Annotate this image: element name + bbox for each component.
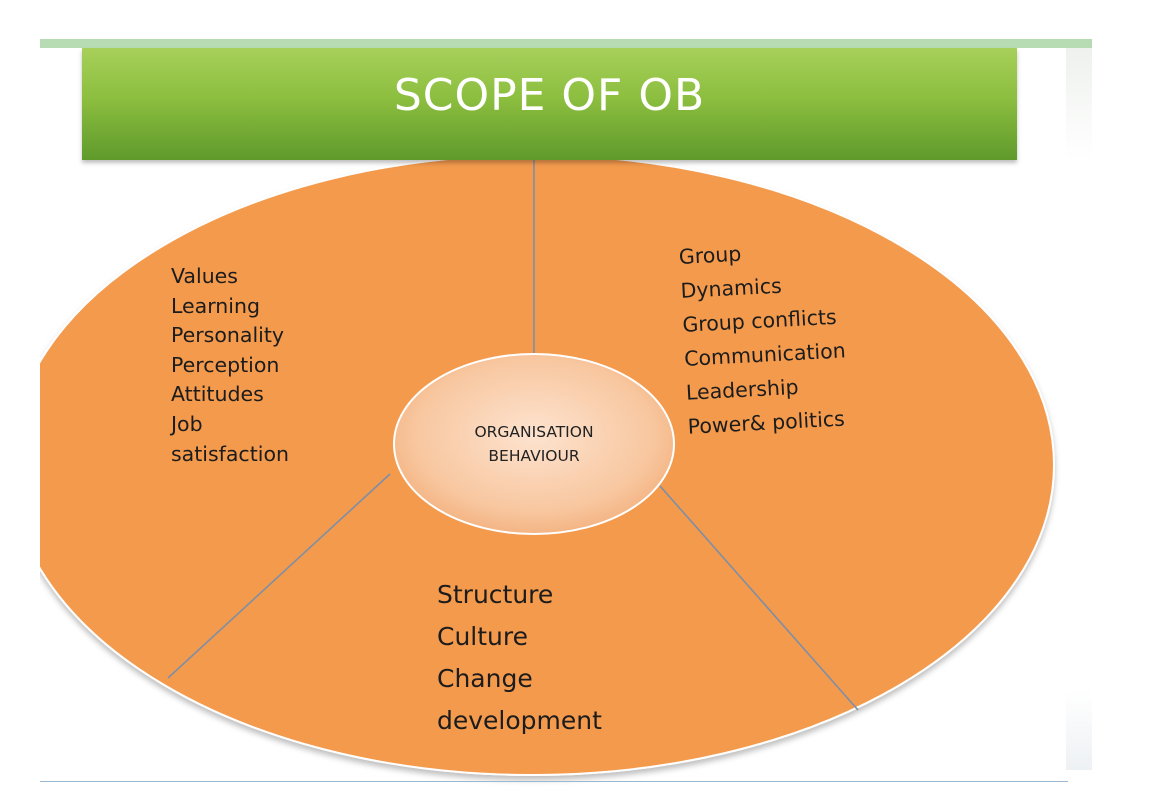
slide-edge-shade-bottom — [1066, 690, 1092, 770]
list-item: Attitudes — [171, 382, 264, 407]
group-level-list: Group Dynamics Group conflicts Communica… — [678, 232, 850, 444]
top-rule — [40, 39, 1092, 48]
list-item: Change — [437, 664, 533, 693]
list-item: satisfaction — [171, 441, 289, 466]
slide-title: SCOPE OF OB — [393, 70, 706, 121]
list-item: Personality — [171, 323, 285, 348]
slide-edge-shade-top — [1066, 48, 1092, 160]
center-ellipse — [393, 353, 675, 535]
center-label-line-2: BEHAVIOUR — [488, 447, 580, 465]
center-label: ORGANISATION BEHAVIOUR — [400, 420, 668, 468]
organisation-level-list: Structure Culture Change development — [437, 574, 602, 742]
center-label-line-1: ORGANISATION — [474, 423, 594, 441]
divider-line-right — [659, 485, 859, 711]
title-banner — [82, 48, 1017, 160]
list-item: Learning — [171, 293, 260, 318]
list-item: Structure — [437, 580, 554, 609]
list-item: Values — [171, 264, 238, 288]
list-item: Job — [171, 411, 203, 436]
list-item: Culture — [437, 622, 529, 651]
divider-line-left — [167, 473, 391, 679]
bottom-rule — [40, 781, 1068, 782]
list-item: development — [437, 706, 602, 735]
individual-level-list: Values Learning Personality Perception A… — [171, 262, 289, 469]
left-margin — [0, 0, 40, 794]
list-item: Perception — [171, 352, 280, 377]
